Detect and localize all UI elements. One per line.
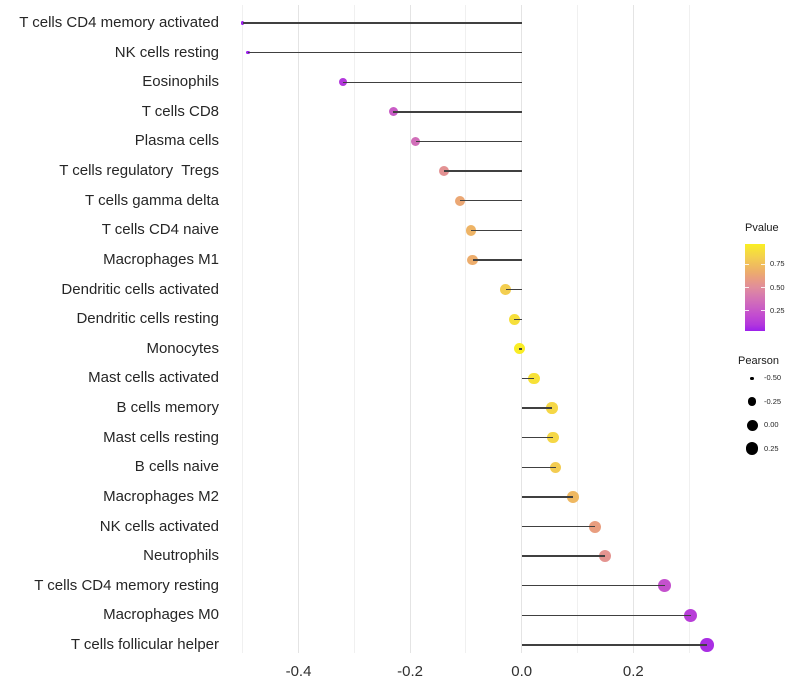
pvalue-legend-title: Pvalue: [745, 222, 779, 234]
lollipop-segment: [521, 555, 605, 557]
data-point: [438, 166, 449, 177]
y-axis-label: Macrophages M2: [103, 487, 219, 505]
lollipop-segment: [521, 525, 595, 528]
pvalue-colorbar: [745, 244, 765, 331]
y-axis-label: T cells follicular helper: [70, 636, 219, 654]
y-axis-label: Macrophages M0: [103, 606, 219, 624]
lollipop-segment: [519, 348, 522, 350]
data-point: [465, 225, 477, 236]
y-axis-label: Dendritic cells activated: [61, 280, 219, 298]
data-point: [528, 372, 540, 385]
y-axis-label: Plasma cells: [134, 132, 219, 150]
lollipop-segment: [242, 22, 522, 24]
pvalue-tick-label: 0.75: [770, 259, 785, 269]
lollipop-segment: [521, 614, 691, 617]
pearson-legend-dot: [746, 419, 758, 431]
lollipop-segment: [521, 407, 552, 409]
y-axis-label: T cells CD4 memory activated: [19, 14, 219, 31]
lollipop-segment: [521, 466, 556, 468]
gridline-minor: [688, 5, 690, 653]
y-axis-label: T cells gamma delta: [85, 191, 219, 209]
pearson-legend-dot: [747, 397, 757, 407]
lollipop-segment: [460, 200, 522, 202]
y-axis-label: Macrophages M1: [103, 250, 219, 268]
x-axis-tick-label: 0.0: [511, 663, 533, 680]
y-axis-label: T cells CD4 memory resting: [34, 576, 219, 594]
data-point: [500, 284, 511, 295]
y-axis-label: B cells memory: [116, 399, 219, 417]
pvalue-tick-mark: [745, 263, 749, 265]
y-axis-label: NK cells activated: [99, 517, 219, 535]
gridline-major: [521, 5, 523, 653]
pvalue-tick-mark: [745, 286, 749, 289]
lollipop-segment: [521, 377, 534, 380]
gridline-major: [409, 5, 411, 653]
data-point: [567, 491, 579, 503]
gridline-major: [632, 5, 634, 653]
lollipop-segment: [514, 318, 522, 320]
lollipop-segment: [505, 288, 522, 291]
y-axis-label: T cells CD4 naive: [101, 221, 219, 239]
pvalue-tick-mark: [761, 263, 765, 265]
gridline-major: [298, 5, 299, 653]
lollipop-segment: [443, 170, 522, 172]
data-point: [684, 608, 698, 622]
pvalue-tick-label: 0.25: [770, 305, 785, 315]
pvalue-tick-label: 0.50: [770, 282, 785, 292]
data-point: [549, 461, 562, 474]
pvalue-tick-mark: [761, 286, 765, 289]
data-point: [598, 550, 611, 563]
y-axis-label: Neutrophils: [143, 547, 219, 565]
lollipop-segment: [472, 259, 522, 261]
x-axis-tick-label: -0.2: [397, 663, 424, 680]
pearson-legend-dot: [750, 376, 754, 380]
pvalue-tick-mark: [761, 310, 765, 312]
data-point: [410, 136, 421, 147]
lollipop-segment: [393, 111, 522, 113]
y-axis-label: Monocytes: [146, 339, 219, 357]
lollipop-segment: [521, 585, 665, 587]
lollipop-segment: [415, 140, 522, 143]
pearson-legend-label: -0.50: [764, 373, 782, 383]
y-axis-label: B cells naive: [134, 458, 219, 476]
gridline-minor: [465, 5, 467, 653]
data-point: [546, 402, 558, 414]
pearson-legend-label: 0.25: [764, 443, 779, 453]
data-point: [547, 431, 559, 444]
y-axis-label: NK cells resting: [114, 43, 219, 61]
gridline-minor: [353, 5, 355, 653]
y-axis-label: Dendritic cells resting: [76, 310, 219, 328]
pearson-legend-label: -0.25: [764, 396, 782, 406]
y-axis-label: T cells CD8: [141, 102, 219, 120]
y-axis-label: T cells regulatory Tregs: [59, 162, 219, 180]
data-point: [658, 579, 671, 593]
data-point: [467, 254, 478, 266]
pvalue-tick-mark: [745, 310, 749, 312]
x-axis-tick-label: -0.4: [285, 663, 312, 680]
gridline-minor: [577, 5, 578, 653]
pearson-legend-title: Pearson: [738, 355, 779, 367]
data-point: [700, 638, 714, 652]
y-axis-label: Mast cells activated: [88, 369, 219, 387]
lollipop-segment: [470, 229, 522, 232]
pearson-legend-label: 0.00: [764, 420, 779, 430]
data-point: [388, 107, 398, 117]
lollipop-segment: [521, 436, 553, 439]
y-axis-label: Eosinophils: [142, 73, 219, 91]
data-point: [588, 520, 601, 533]
x-axis-tick-label: 0.2: [622, 663, 644, 680]
lollipop-segment: [343, 81, 522, 83]
lollipop-segment: [521, 644, 707, 646]
gridline-minor: [242, 5, 244, 653]
pearson-legend-dot: [745, 442, 759, 456]
lollipop-segment: [248, 51, 522, 54]
lollipop-segment: [521, 496, 574, 498]
data-point: [246, 50, 251, 55]
y-axis-label: Mast cells resting: [103, 428, 219, 446]
